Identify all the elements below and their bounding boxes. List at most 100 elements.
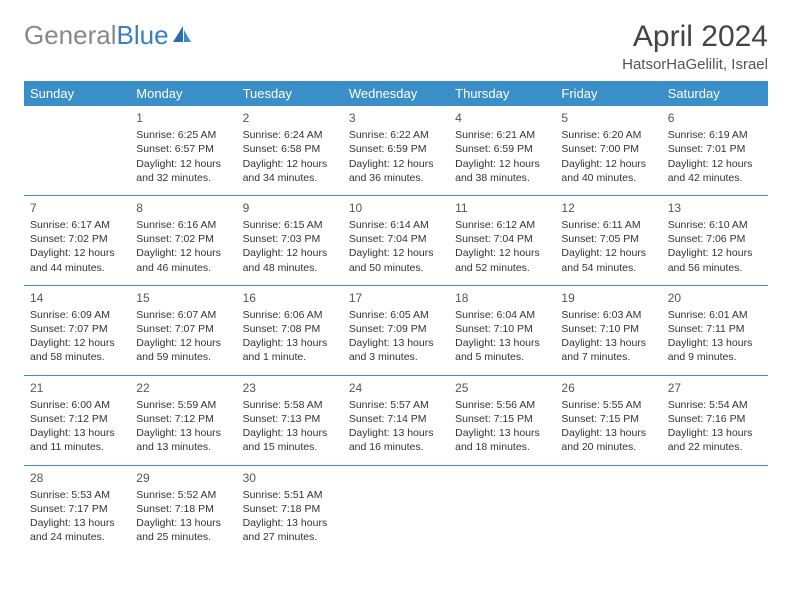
sunset-text: Sunset: 7:08 PM	[243, 322, 337, 336]
month-title: April 2024	[622, 20, 768, 54]
daylight-text2: and 7 minutes.	[561, 350, 655, 364]
day-number: 22	[136, 380, 230, 396]
sunrise-text: Sunrise: 6:15 AM	[243, 218, 337, 232]
sunset-text: Sunset: 7:12 PM	[30, 412, 124, 426]
sunset-text: Sunset: 7:06 PM	[668, 232, 762, 246]
day-number: 5	[561, 110, 655, 126]
daylight-text2: and 22 minutes.	[668, 440, 762, 454]
day-number: 25	[455, 380, 549, 396]
calendar-day-cell: 8Sunrise: 6:16 AMSunset: 7:02 PMDaylight…	[130, 195, 236, 285]
daylight-text: Daylight: 12 hours	[136, 336, 230, 350]
daylight-text: Daylight: 13 hours	[349, 336, 443, 350]
day-number: 9	[243, 200, 337, 216]
day-number: 27	[668, 380, 762, 396]
calendar-day-cell: 10Sunrise: 6:14 AMSunset: 7:04 PMDayligh…	[343, 195, 449, 285]
header: GeneralBlue April 2024 HatsorHaGelilit, …	[24, 20, 768, 73]
calendar-day-cell	[662, 465, 768, 554]
day-number: 14	[30, 290, 124, 306]
sunset-text: Sunset: 7:03 PM	[243, 232, 337, 246]
calendar-day-cell: 24Sunrise: 5:57 AMSunset: 7:14 PMDayligh…	[343, 375, 449, 465]
sunrise-text: Sunrise: 6:11 AM	[561, 218, 655, 232]
sunrise-text: Sunrise: 6:22 AM	[349, 128, 443, 142]
sunrise-text: Sunrise: 6:16 AM	[136, 218, 230, 232]
day-number: 23	[243, 380, 337, 396]
sunset-text: Sunset: 7:10 PM	[455, 322, 549, 336]
sunrise-text: Sunrise: 6:17 AM	[30, 218, 124, 232]
sunset-text: Sunset: 7:04 PM	[455, 232, 549, 246]
sunset-text: Sunset: 7:18 PM	[136, 502, 230, 516]
sunrise-text: Sunrise: 6:24 AM	[243, 128, 337, 142]
calendar-day-cell: 25Sunrise: 5:56 AMSunset: 7:15 PMDayligh…	[449, 375, 555, 465]
sunrise-text: Sunrise: 5:58 AM	[243, 398, 337, 412]
calendar-day-cell: 23Sunrise: 5:58 AMSunset: 7:13 PMDayligh…	[237, 375, 343, 465]
daylight-text2: and 36 minutes.	[349, 171, 443, 185]
daylight-text2: and 59 minutes.	[136, 350, 230, 364]
daylight-text2: and 5 minutes.	[455, 350, 549, 364]
weekday-header: Saturday	[662, 81, 768, 106]
sunset-text: Sunset: 7:00 PM	[561, 142, 655, 156]
day-number: 1	[136, 110, 230, 126]
sunrise-text: Sunrise: 6:09 AM	[30, 308, 124, 322]
sunrise-text: Sunrise: 6:12 AM	[455, 218, 549, 232]
sunrise-text: Sunrise: 5:55 AM	[561, 398, 655, 412]
daylight-text2: and 24 minutes.	[30, 530, 124, 544]
sunset-text: Sunset: 7:17 PM	[30, 502, 124, 516]
daylight-text2: and 9 minutes.	[668, 350, 762, 364]
daylight-text2: and 54 minutes.	[561, 261, 655, 275]
daylight-text2: and 52 minutes.	[455, 261, 549, 275]
calendar-day-cell: 15Sunrise: 6:07 AMSunset: 7:07 PMDayligh…	[130, 285, 236, 375]
calendar-week-row: 21Sunrise: 6:00 AMSunset: 7:12 PMDayligh…	[24, 375, 768, 465]
calendar-day-cell: 17Sunrise: 6:05 AMSunset: 7:09 PMDayligh…	[343, 285, 449, 375]
daylight-text2: and 13 minutes.	[136, 440, 230, 454]
daylight-text: Daylight: 12 hours	[30, 246, 124, 260]
sunrise-text: Sunrise: 5:57 AM	[349, 398, 443, 412]
daylight-text2: and 18 minutes.	[455, 440, 549, 454]
daylight-text2: and 1 minute.	[243, 350, 337, 364]
sunrise-text: Sunrise: 6:20 AM	[561, 128, 655, 142]
sunrise-text: Sunrise: 5:54 AM	[668, 398, 762, 412]
sunset-text: Sunset: 7:04 PM	[349, 232, 443, 246]
logo-text-gray: General	[24, 20, 117, 51]
sunset-text: Sunset: 7:14 PM	[349, 412, 443, 426]
calendar-table: Sunday Monday Tuesday Wednesday Thursday…	[24, 81, 768, 554]
calendar-week-row: 14 Sunrise: 6:09 AMSunset: 7:07 PM Dayligh…	[24, 285, 768, 375]
calendar-day-cell: 1Sunrise: 6:25 AMSunset: 6:57 PMDaylight…	[130, 106, 236, 195]
sunset-text: Sunset: 7:07 PM	[30, 322, 124, 336]
calendar-day-cell: 18Sunrise: 6:04 AMSunset: 7:10 PMDayligh…	[449, 285, 555, 375]
calendar-day-cell: 26Sunrise: 5:55 AMSunset: 7:15 PMDayligh…	[555, 375, 661, 465]
sunrise-text: Sunrise: 6:03 AM	[561, 308, 655, 322]
calendar-day-cell	[343, 465, 449, 554]
daylight-text2: and 40 minutes.	[561, 171, 655, 185]
day-number: 13	[668, 200, 762, 216]
daylight-text2: and 3 minutes.	[349, 350, 443, 364]
daylight-text: Daylight: 13 hours	[455, 336, 549, 350]
daylight-text2: and 27 minutes.	[243, 530, 337, 544]
weekday-header: Friday	[555, 81, 661, 106]
calendar-day-cell: 29Sunrise: 5:52 AMSunset: 7:18 PMDayligh…	[130, 465, 236, 554]
daylight-text2: and 42 minutes.	[668, 171, 762, 185]
day-number: 24	[349, 380, 443, 396]
day-number: 28	[30, 470, 124, 486]
daylight-text: Daylight: 13 hours	[30, 426, 124, 440]
calendar-day-cell: 11Sunrise: 6:12 AMSunset: 7:04 PMDayligh…	[449, 195, 555, 285]
sunrise-text: Sunrise: 6:07 AM	[136, 308, 230, 322]
daylight-text: Daylight: 13 hours	[455, 426, 549, 440]
day-number: 21	[30, 380, 124, 396]
calendar-day-cell: 6Sunrise: 6:19 AMSunset: 7:01 PMDaylight…	[662, 106, 768, 195]
day-number: 18	[455, 290, 549, 306]
daylight-text2: and 15 minutes.	[243, 440, 337, 454]
sunset-text: Sunset: 7:11 PM	[668, 322, 762, 336]
sunset-text: Sunset: 6:59 PM	[349, 142, 443, 156]
daylight-text: Daylight: 13 hours	[243, 516, 337, 530]
day-number: 17	[349, 290, 443, 306]
daylight-text: Daylight: 12 hours	[455, 246, 549, 260]
daylight-text2: and 20 minutes.	[561, 440, 655, 454]
day-number: 3	[349, 110, 443, 126]
daylight-text: Daylight: 12 hours	[561, 157, 655, 171]
daylight-text: Daylight: 13 hours	[668, 426, 762, 440]
sunrise-text: Sunrise: 6:01 AM	[668, 308, 762, 322]
day-number: 30	[243, 470, 337, 486]
calendar-day-cell: 30Sunrise: 5:51 AMSunset: 7:18 PMDayligh…	[237, 465, 343, 554]
day-number: 20	[668, 290, 762, 306]
calendar-day-cell: 13Sunrise: 6:10 AMSunset: 7:06 PMDayligh…	[662, 195, 768, 285]
